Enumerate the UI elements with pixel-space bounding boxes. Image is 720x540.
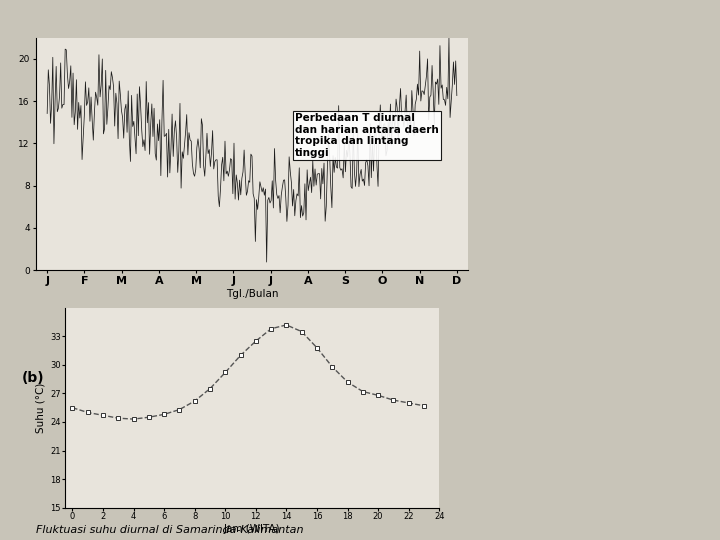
Text: Fluktuasi suhu diurnal di Samarinda-Kalimantan: Fluktuasi suhu diurnal di Samarinda-Kali… [36, 524, 304, 535]
Y-axis label: Suhu (°C): Suhu (°C) [36, 382, 45, 433]
X-axis label: Tgl./Bulan: Tgl./Bulan [226, 289, 278, 299]
Text: Perbedaan T diurnal
dan harian antara daerh
tropika dan lintang
tinggi: Perbedaan T diurnal dan harian antara da… [295, 113, 439, 158]
Text: (b): (b) [22, 371, 44, 385]
X-axis label: Jam (WITA): Jam (WITA) [224, 524, 280, 534]
